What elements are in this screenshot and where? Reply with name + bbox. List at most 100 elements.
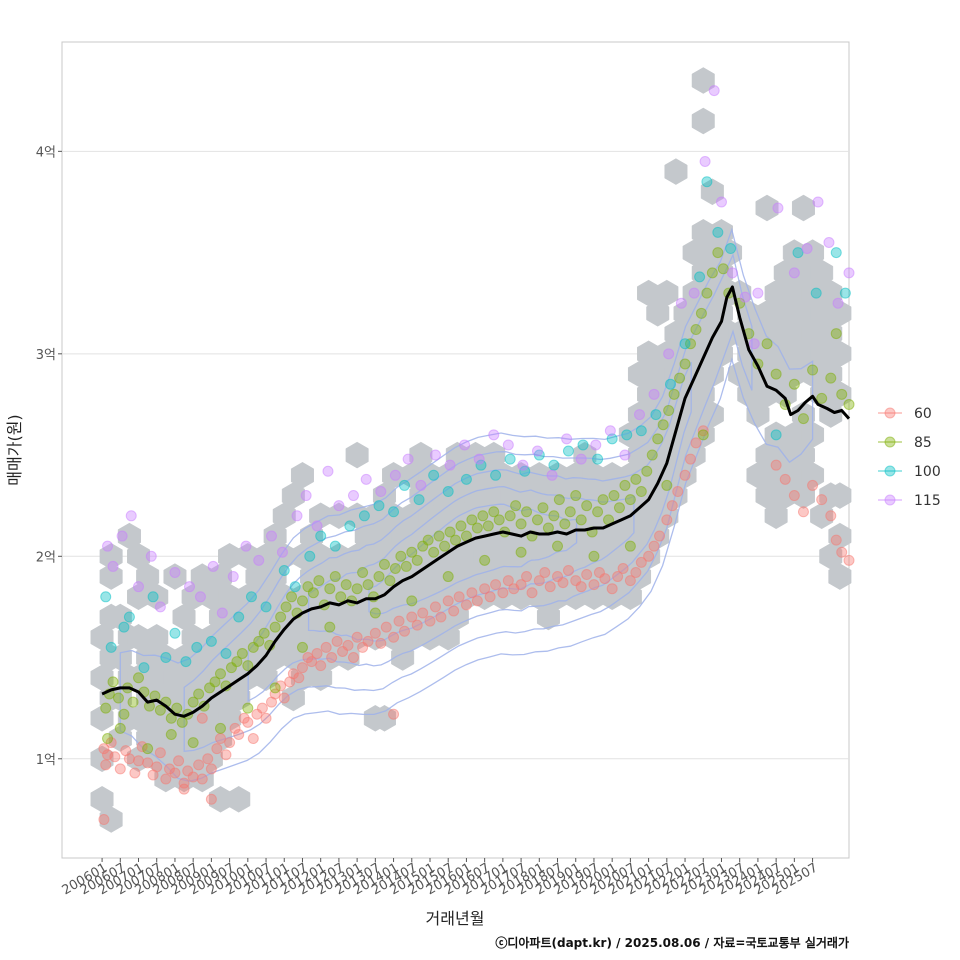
point-60 [424, 615, 436, 627]
point-115 [708, 85, 720, 97]
hexbin [828, 563, 852, 590]
point-85 [187, 696, 199, 708]
point-115 [125, 510, 137, 522]
point-100 [810, 287, 822, 299]
point-85 [466, 514, 478, 526]
point-100 [562, 445, 574, 457]
x-axis: 2006012006072007012007072008012008072009… [60, 858, 821, 898]
point-85 [384, 575, 396, 587]
point-85 [559, 518, 571, 530]
point-60 [460, 599, 472, 611]
point-60 [205, 793, 217, 805]
point-115 [347, 490, 359, 502]
point-85 [493, 514, 505, 526]
hexbin [810, 502, 834, 530]
point-85 [378, 558, 390, 570]
point-60 [123, 753, 135, 765]
point-115 [748, 338, 760, 350]
point-85 [712, 247, 724, 259]
point-115 [739, 291, 751, 303]
point-100 [191, 641, 203, 653]
point-115 [575, 453, 587, 465]
point-60 [779, 473, 791, 485]
point-100 [118, 621, 130, 633]
point-100 [289, 581, 301, 593]
point-85 [444, 526, 456, 538]
point-85 [154, 704, 166, 716]
point-115 [444, 459, 456, 471]
point-85 [597, 494, 609, 506]
y-tick-label: 3억 [36, 348, 56, 363]
point-60 [369, 627, 381, 639]
point-85 [193, 688, 205, 700]
point-100 [260, 601, 272, 613]
point-100 [329, 540, 341, 552]
point-115 [752, 287, 764, 299]
hexbin [227, 786, 251, 813]
point-115 [276, 546, 288, 558]
point-85 [592, 506, 604, 518]
point-85 [296, 641, 308, 653]
point-115 [604, 425, 616, 437]
hexbin [436, 624, 460, 651]
point-60 [830, 534, 842, 546]
point-85 [286, 591, 298, 603]
point-100 [278, 564, 290, 576]
point-100 [147, 591, 159, 603]
point-100 [475, 459, 487, 471]
point-60 [196, 773, 208, 785]
point-115 [169, 567, 181, 579]
legend-key [884, 407, 896, 419]
point-60 [624, 575, 636, 587]
point-115 [715, 196, 727, 208]
hexbin [618, 583, 642, 611]
point-60 [193, 759, 205, 771]
point-85 [515, 546, 527, 558]
point-85 [187, 737, 199, 749]
point-100 [830, 247, 842, 259]
point-115 [389, 469, 401, 481]
point-85 [351, 583, 363, 595]
point-115 [102, 540, 114, 552]
point-115 [459, 439, 471, 451]
point-115 [133, 581, 145, 593]
point-100 [388, 506, 400, 518]
point-60 [539, 567, 551, 579]
point-60 [770, 459, 782, 471]
point-60 [825, 510, 837, 522]
point-85 [324, 583, 336, 595]
chart-caption: ⓒ디아파트(dapt.kr) / 2025.08.06 / 자료=국토교통부 실… [495, 935, 849, 950]
point-100 [712, 226, 724, 238]
point-85 [542, 522, 554, 534]
point-60 [187, 771, 199, 783]
point-100 [504, 453, 516, 465]
point-85 [269, 682, 281, 694]
point-100 [373, 500, 385, 512]
point-85 [296, 595, 308, 607]
point-100 [679, 338, 691, 350]
point-85 [362, 579, 374, 591]
point-85 [504, 510, 516, 522]
point-115 [154, 601, 166, 613]
point-115 [801, 243, 813, 255]
point-60 [557, 577, 569, 589]
point-60 [109, 751, 121, 763]
point-60 [654, 530, 666, 542]
point-85 [488, 506, 500, 518]
point-100 [138, 662, 150, 674]
point-100 [770, 429, 782, 441]
point-115 [688, 287, 700, 299]
point-115 [360, 473, 372, 485]
point-60 [417, 607, 429, 619]
point-60 [599, 573, 611, 585]
point-60 [178, 783, 190, 795]
hexbin [801, 462, 825, 489]
point-85 [706, 267, 718, 279]
point-115 [145, 550, 157, 562]
point-115 [619, 449, 631, 461]
point-115 [473, 453, 485, 465]
point-85 [324, 621, 336, 633]
point-85 [843, 398, 855, 410]
point-85 [214, 722, 226, 734]
point-115 [663, 348, 675, 360]
